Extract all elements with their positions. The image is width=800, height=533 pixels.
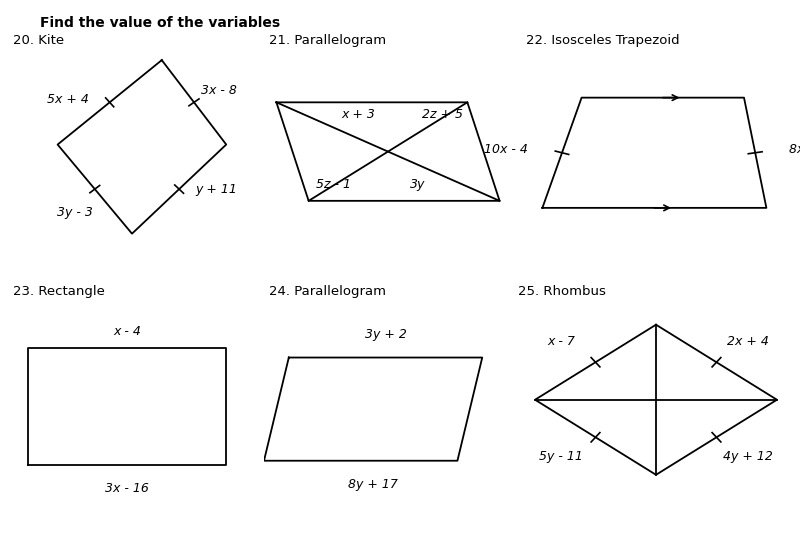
Text: 8x + 10: 8x + 10: [789, 143, 800, 156]
Text: 8y + 17: 8y + 17: [348, 478, 398, 491]
Text: 3y + 2: 3y + 2: [365, 328, 406, 341]
Text: 3y: 3y: [410, 178, 426, 191]
Text: x - 4: x - 4: [113, 325, 141, 338]
Text: x + 3: x + 3: [342, 108, 375, 120]
Text: y + 11: y + 11: [195, 183, 238, 196]
Text: 5x + 4: 5x + 4: [46, 93, 89, 107]
Text: 5z - 1: 5z - 1: [316, 178, 351, 191]
Text: 21. Parallelogram: 21. Parallelogram: [269, 34, 386, 47]
Text: 4y + 12: 4y + 12: [723, 449, 773, 463]
Text: 2z + 5: 2z + 5: [422, 108, 463, 120]
Text: 3y - 3: 3y - 3: [57, 206, 93, 219]
Text: Find the value of the variables: Find the value of the variables: [40, 16, 280, 30]
Text: 24. Parallelogram: 24. Parallelogram: [269, 285, 386, 298]
Text: 3x - 16: 3x - 16: [105, 482, 149, 495]
Text: 25. Rhombus: 25. Rhombus: [518, 285, 606, 298]
Text: 23. Rectangle: 23. Rectangle: [13, 285, 105, 298]
Text: x - 7: x - 7: [547, 335, 575, 348]
Text: 3x - 8: 3x - 8: [201, 84, 237, 97]
Text: 10x - 4: 10x - 4: [484, 143, 528, 156]
Text: 2x + 4: 2x + 4: [727, 335, 769, 348]
Text: 20. Kite: 20. Kite: [13, 34, 64, 47]
Text: 5y - 11: 5y - 11: [539, 449, 583, 463]
Text: 22. Isosceles Trapezoid: 22. Isosceles Trapezoid: [526, 34, 679, 47]
